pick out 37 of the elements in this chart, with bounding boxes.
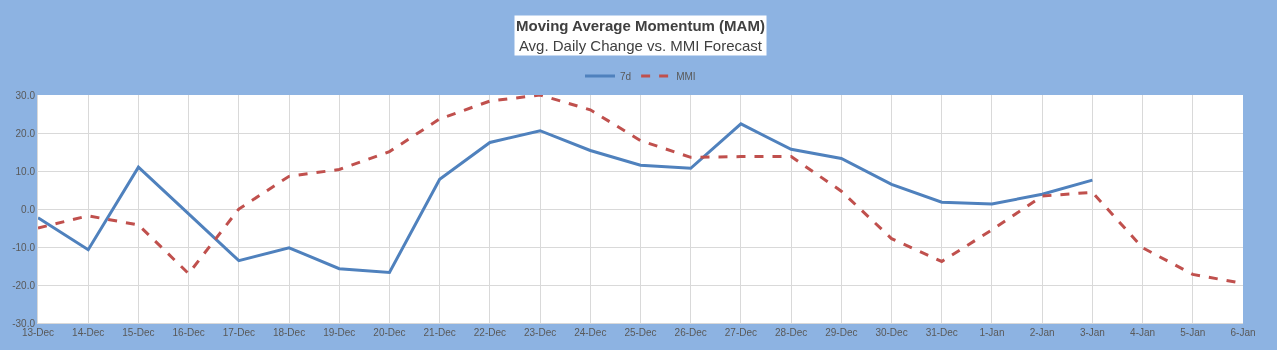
x-tick-label: 24-Dec: [574, 327, 607, 338]
y-tick-label: -20.0: [12, 279, 36, 291]
x-tick-label: 2-Jan: [1029, 327, 1055, 338]
x-tick-label: 21-Dec: [423, 327, 456, 338]
x-tick-label: 29-Dec: [825, 327, 858, 338]
y-tick-label: 10.0: [15, 165, 36, 177]
y-tick-label: 30.0: [15, 89, 36, 101]
y-tick-label: -10.0: [12, 241, 36, 253]
x-tick-label: 23-Dec: [523, 327, 557, 338]
legend-label: 7d: [620, 70, 632, 82]
chart-title: Moving Average Momentum (MAM): [516, 17, 765, 34]
x-tick-label: 15-Dec: [122, 327, 155, 338]
x-tick-label: 30-Dec: [875, 327, 908, 338]
x-tick-label: 31-Dec: [925, 327, 958, 338]
x-tick-label: 20-Dec: [373, 327, 406, 338]
y-tick-label: 0.0: [21, 203, 36, 215]
x-tick-label: 16-Dec: [172, 327, 205, 338]
x-tick-label: 4-Jan: [1130, 327, 1156, 338]
y-tick-label: -30.0: [12, 317, 36, 329]
x-tick-label: 13-Dec: [21, 327, 55, 338]
x-tick-label: 18-Dec: [272, 327, 306, 338]
chart-subtitle: Avg. Daily Change vs. MMI Forecast: [518, 36, 763, 54]
line-series: [38, 122, 1094, 274]
x-tick-label: 26-Dec: [674, 327, 707, 338]
x-tick-label: 17-Dec: [222, 327, 255, 338]
legend-label: MMI: [676, 70, 696, 82]
x-tick-label: 3-Jan: [1079, 327, 1105, 338]
x-tick-label: 5-Jan: [1180, 327, 1206, 338]
x-tick-label: 28-Dec: [775, 327, 808, 338]
x-tick-label: 1-Jan: [979, 327, 1005, 338]
x-tick-label: 19-Dec: [323, 327, 356, 338]
x-tick-label: 14-Dec: [72, 327, 105, 338]
x-tick-label: 25-Dec: [624, 327, 657, 338]
x-tick-label: 22-Dec: [473, 327, 507, 338]
x-tick-label: 27-Dec: [724, 327, 758, 338]
x-tick-label: 6-Jan: [1230, 327, 1256, 338]
y-tick-label: 20.0: [15, 127, 36, 139]
